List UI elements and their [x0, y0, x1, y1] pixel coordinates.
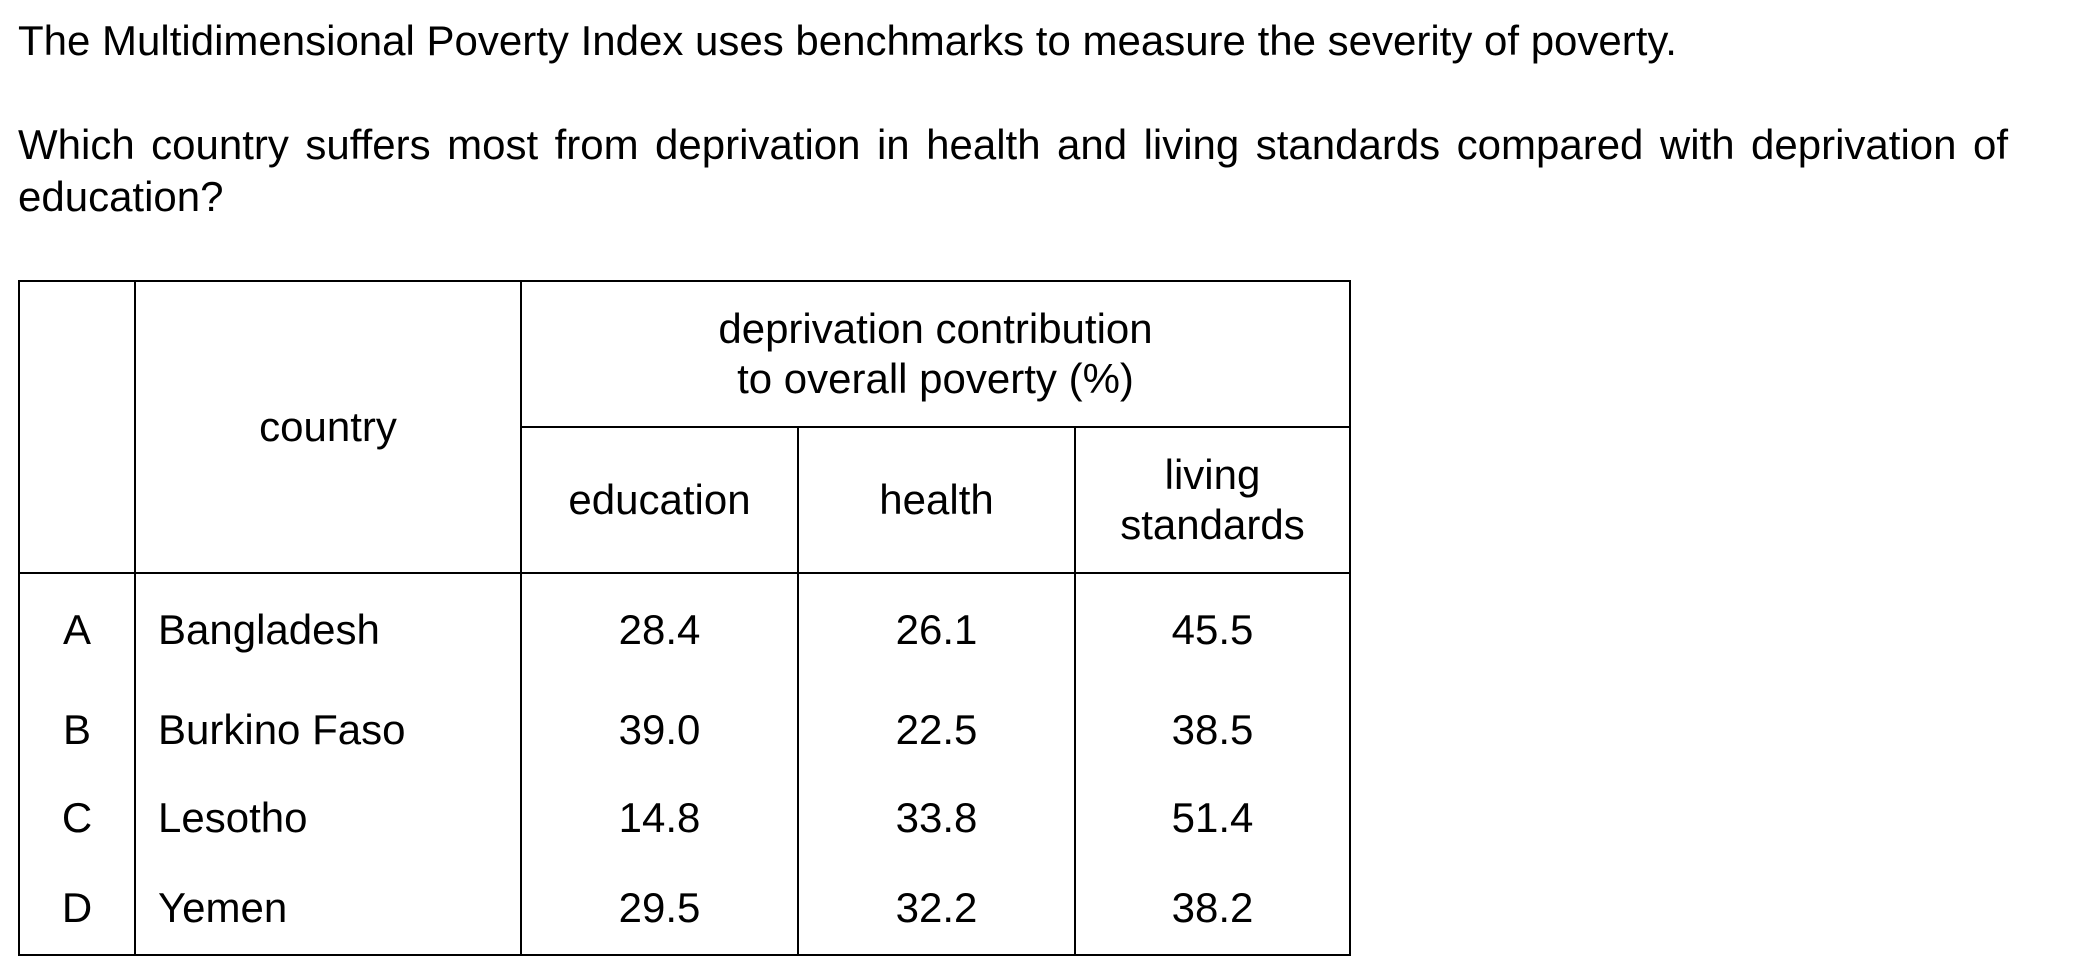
- health-header: health: [797, 426, 1076, 574]
- education-value: 28.4: [520, 573, 799, 686]
- option-letter: B: [18, 686, 136, 774]
- education-value: 14.8: [520, 774, 799, 862]
- education-header: education: [520, 426, 799, 574]
- education-value: 39.0: [520, 686, 799, 774]
- country-header: country: [134, 280, 522, 574]
- table-row: D Yemen 29.5 32.2 38.2: [18, 862, 1351, 956]
- question-text: Which country suffers most from deprivat…: [18, 121, 2008, 220]
- living-header-line-1: living: [1164, 451, 1261, 498]
- living-standards-value: 51.4: [1074, 774, 1351, 862]
- health-value: 33.8: [797, 774, 1076, 862]
- country-name: Lesotho: [134, 774, 522, 862]
- table-row: C Lesotho 14.8 33.8 51.4: [18, 774, 1351, 862]
- option-letter: C: [18, 774, 136, 862]
- education-value: 29.5: [520, 862, 799, 956]
- living-standards-value: 38.2: [1074, 862, 1351, 956]
- table-row: B Burkino Faso 39.0 22.5 38.5: [18, 686, 1351, 774]
- health-value: 32.2: [797, 862, 1076, 956]
- option-letter: A: [18, 573, 136, 686]
- living-standards-header: living standards: [1074, 426, 1351, 574]
- living-header-line-2: standards: [1120, 501, 1305, 548]
- group-header-line-1: deprivation contribution: [718, 305, 1153, 352]
- option-letter: D: [18, 862, 136, 956]
- country-name: Bangladesh: [134, 573, 522, 686]
- poverty-table: country deprivation contribution to over…: [18, 280, 1351, 956]
- table-row: A Bangladesh 28.4 26.1 45.5: [18, 573, 1351, 686]
- health-value: 26.1: [797, 573, 1076, 686]
- health-value: 22.5: [797, 686, 1076, 774]
- group-header-line-2: to overall poverty (%): [737, 355, 1134, 402]
- option-header-cell: [18, 280, 136, 574]
- living-standards-value: 45.5: [1074, 573, 1351, 686]
- living-standards-value: 38.5: [1074, 686, 1351, 774]
- country-name: Yemen: [134, 862, 522, 956]
- intro-text: The Multidimensional Poverty Index uses …: [18, 17, 1677, 64]
- deprivation-group-header: deprivation contribution to overall pove…: [520, 280, 1351, 428]
- country-name: Burkino Faso: [134, 686, 522, 774]
